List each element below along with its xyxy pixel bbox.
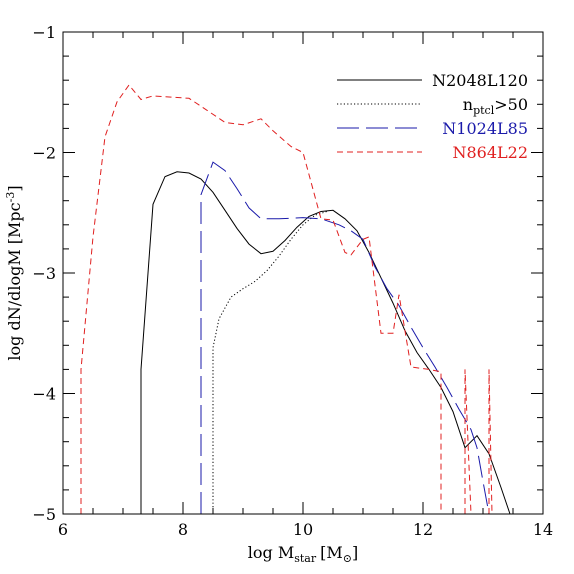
series-layer <box>80 84 511 515</box>
y-tick-label: −1 <box>32 23 56 42</box>
y-axis-label: log dN/dlogM [Mpc-3] <box>4 185 24 360</box>
y-tick-label: −3 <box>32 264 56 283</box>
legend-label-2: N1024L85 <box>442 119 528 138</box>
series-line-1 <box>212 211 328 514</box>
tick-layer: 6 8 10 12 14 −1 −2 −3 −4 −5 <box>32 23 553 539</box>
legend-label-0: N2048L120 <box>432 71 528 90</box>
legend-label-sub: ptcl <box>473 104 495 117</box>
legend-label-1: nptcl>50 <box>463 95 528 117</box>
y-axis-label-close: ] <box>5 185 24 191</box>
y-tick-label: −2 <box>32 144 56 163</box>
y-axis-label-main: log dN/dlogM [Mpc <box>5 202 24 360</box>
series-line-2 <box>200 161 490 515</box>
series-line-3 <box>80 84 442 514</box>
series-line-4 <box>464 369 472 515</box>
legend-label-3: N864L22 <box>452 143 528 162</box>
y-tick-label: −4 <box>32 385 56 404</box>
x-axis-label-unit-sub: ⊙ <box>343 552 352 565</box>
legend-label-main: N864L22 <box>452 143 528 162</box>
x-tick-label: 10 <box>293 520 313 539</box>
legend-label-main: n <box>463 95 473 114</box>
series-line-5 <box>488 369 493 515</box>
series-line-0 <box>140 171 511 515</box>
y-axis-label-sup: -3 <box>4 192 17 203</box>
x-axis-label-unit-open: [M <box>320 543 343 562</box>
y-tick-label: −5 <box>32 505 56 524</box>
legend-label-main: N1024L85 <box>442 119 528 138</box>
x-axis-label-main: log M <box>248 543 294 562</box>
x-tick-label: 14 <box>533 520 553 539</box>
x-tick-label: 12 <box>413 520 433 539</box>
x-axis-label: log Mstar [M⊙] <box>248 543 358 565</box>
x-tick-label: 8 <box>178 520 188 539</box>
x-axis-label-unit-close: ] <box>352 543 358 562</box>
x-axis-label-sub: star <box>294 552 317 565</box>
legend-label-main: N2048L120 <box>432 71 528 90</box>
x-tick-label: 6 <box>58 520 68 539</box>
legend: N2048L120 nptcl>50 N1024L85 N864L22 <box>337 71 528 162</box>
legend-label-tail: >50 <box>494 95 528 114</box>
